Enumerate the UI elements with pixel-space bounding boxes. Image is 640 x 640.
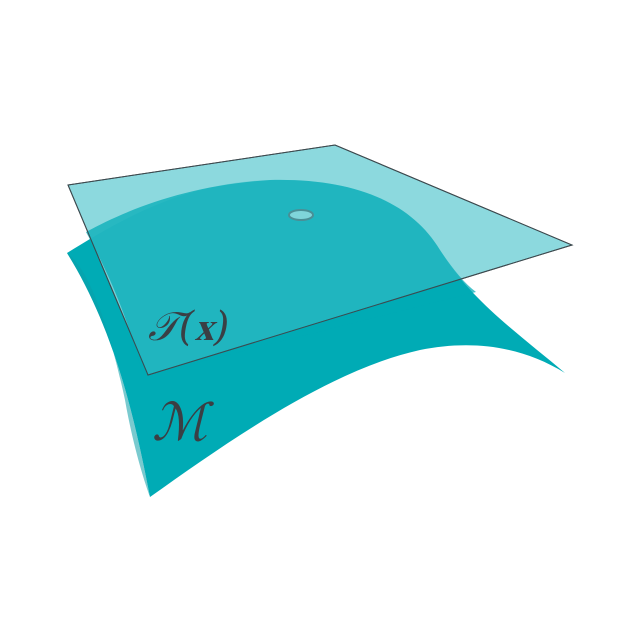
manifold-label: ℳ [152,393,214,453]
manifold-through-plane [86,179,476,375]
tangent-plane-outline [67,144,574,376]
tangent-space-label: 𝒯(𝐱) [148,304,229,350]
tangent-point-icon [288,209,314,221]
